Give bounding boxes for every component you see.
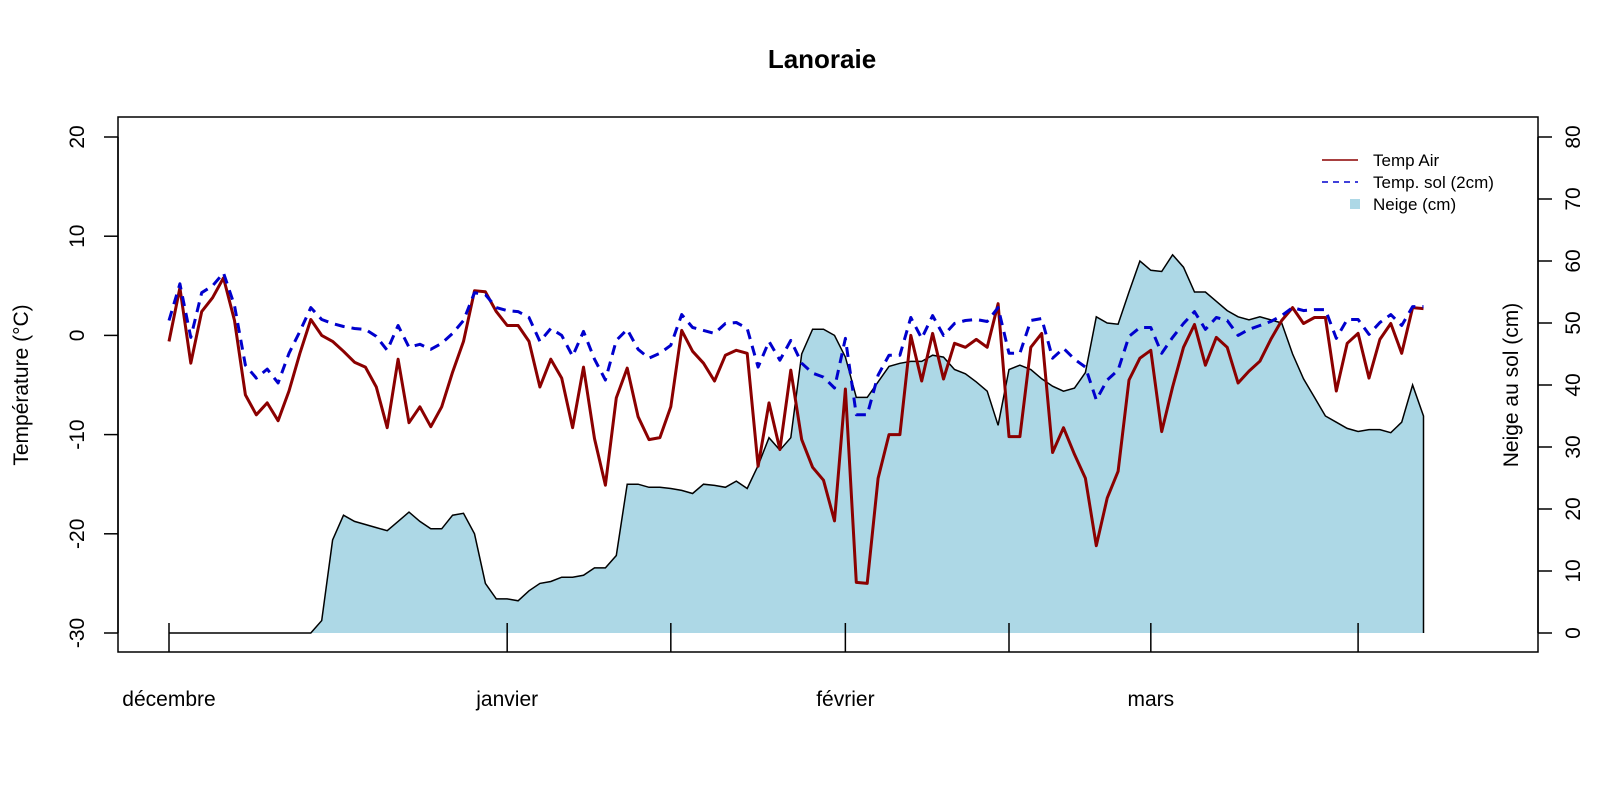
left-tick-label: -30	[66, 618, 89, 648]
chart-title: Lanoraie	[768, 44, 876, 74]
soil-temp-line-layer	[167, 271, 1424, 417]
snow-area	[169, 254, 1424, 634]
x-tick-label: janvier	[475, 688, 538, 711]
left-tick-label: 0	[66, 330, 89, 342]
right-tick-label: 20	[1562, 497, 1585, 520]
right-axis-label: Neige au sol (cm)	[1500, 303, 1523, 468]
right-tick-label: 70	[1562, 187, 1585, 210]
legend-label: Temp Air	[1373, 151, 1439, 170]
right-tick-label: 80	[1562, 125, 1585, 148]
x-axis: décembre janvier février mars	[122, 623, 1359, 711]
right-tick-label: 60	[1562, 249, 1585, 272]
soil-temp-line	[167, 271, 1424, 417]
right-tick-label: 0	[1562, 627, 1585, 639]
left-tick-label: -20	[66, 519, 89, 549]
legend: Temp Air Temp. sol (2cm) Neige (cm)	[1322, 151, 1494, 214]
air-temp-line-layer	[167, 276, 1424, 585]
right-tick-label: 40	[1562, 373, 1585, 396]
x-tick-label: février	[816, 688, 874, 711]
left-tick-label: 20	[66, 125, 89, 148]
right-tick-label: 30	[1562, 435, 1585, 458]
legend-swatch-snow	[1350, 199, 1360, 209]
snow-area-layer	[169, 253, 1425, 634]
left-tick-label: -10	[66, 419, 89, 449]
right-tick-label: 50	[1562, 311, 1585, 334]
legend-label: Temp. sol (2cm)	[1373, 173, 1494, 192]
air-temp-line	[167, 276, 1424, 585]
legend-label: Neige (cm)	[1373, 195, 1456, 214]
left-axis-label: Température (°C)	[10, 304, 33, 465]
left-tick-label: 10	[66, 225, 89, 248]
x-tick-label: décembre	[122, 688, 215, 711]
left-axis: -30 -20 -10 0 10 20	[66, 125, 119, 648]
right-axis: 0 10 20 30 40 50 60 70 80	[1537, 125, 1585, 639]
right-tick-label: 10	[1562, 559, 1585, 582]
x-tick-label: mars	[1127, 688, 1174, 711]
snow-outline	[169, 253, 1425, 634]
